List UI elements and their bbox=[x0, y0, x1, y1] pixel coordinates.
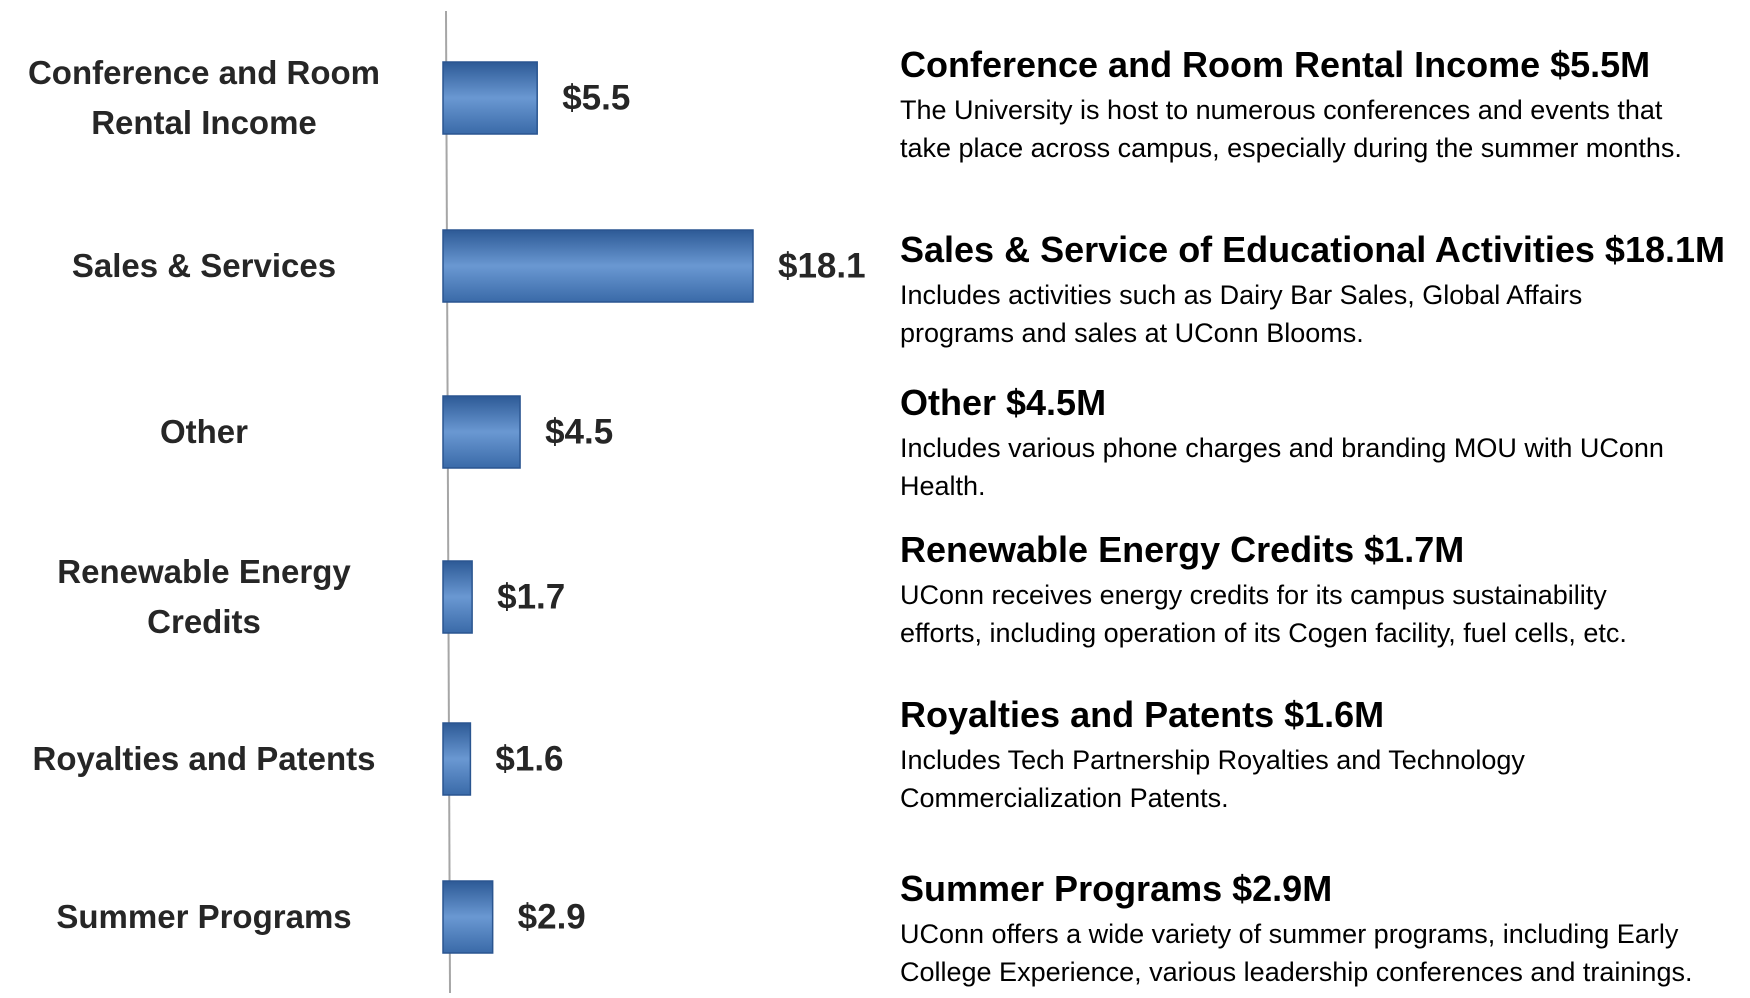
category-label: Sales & Services bbox=[71, 247, 337, 284]
description-line: take place across campus, especially dur… bbox=[900, 133, 1682, 163]
description-line: Includes various phone charges and brand… bbox=[900, 433, 1664, 463]
description-line: Commercialization Patents. bbox=[900, 783, 1229, 813]
description-title: Conference and Room Rental Income $5.5M bbox=[900, 44, 1650, 85]
description-title: Other $4.5M bbox=[900, 382, 1106, 423]
value-label: $1.6 bbox=[495, 739, 563, 778]
description-line: College Experience, various leadership c… bbox=[900, 957, 1692, 987]
description-line: programs and sales at UConn Blooms. bbox=[900, 318, 1364, 348]
description-line: Includes Tech Partnership Royalties and … bbox=[900, 745, 1525, 775]
bar bbox=[442, 395, 521, 469]
bar bbox=[442, 229, 754, 303]
value-label: $2.9 bbox=[518, 897, 586, 936]
description-line: Health. bbox=[900, 471, 986, 501]
description-title: Renewable Energy Credits $1.7M bbox=[900, 529, 1464, 570]
description-title: Sales & Service of Educational Activitie… bbox=[900, 229, 1725, 270]
value-label: $5.5 bbox=[562, 78, 630, 117]
axis-line bbox=[445, 10, 451, 994]
bar bbox=[442, 560, 473, 634]
category-label: Renewable Energy Credits bbox=[57, 553, 351, 640]
description-title: Summer Programs $2.9M bbox=[900, 868, 1332, 909]
description-title: Royalties and Patents $1.6M bbox=[900, 694, 1384, 735]
category-label: Conference and Room Rental Income bbox=[27, 54, 381, 141]
bar bbox=[442, 61, 538, 135]
description-line: efforts, including operation of its Coge… bbox=[900, 618, 1627, 648]
category-label: Other bbox=[159, 413, 248, 450]
value-label: $1.7 bbox=[497, 577, 565, 616]
value-label: $18.1 bbox=[778, 246, 866, 285]
category-label: Summer Programs bbox=[56, 898, 352, 935]
description-line: Includes activities such as Dairy Bar Sa… bbox=[900, 280, 1582, 310]
category-label: Royalties and Patents bbox=[32, 740, 376, 777]
value-label: $4.5 bbox=[545, 412, 613, 451]
description-line: UConn offers a wide variety of summer pr… bbox=[900, 919, 1679, 949]
description-line: UConn receives energy credits for its ca… bbox=[900, 580, 1607, 610]
bar bbox=[442, 880, 494, 954]
bar bbox=[442, 722, 472, 796]
description-line: The University is host to numerous confe… bbox=[900, 95, 1663, 125]
